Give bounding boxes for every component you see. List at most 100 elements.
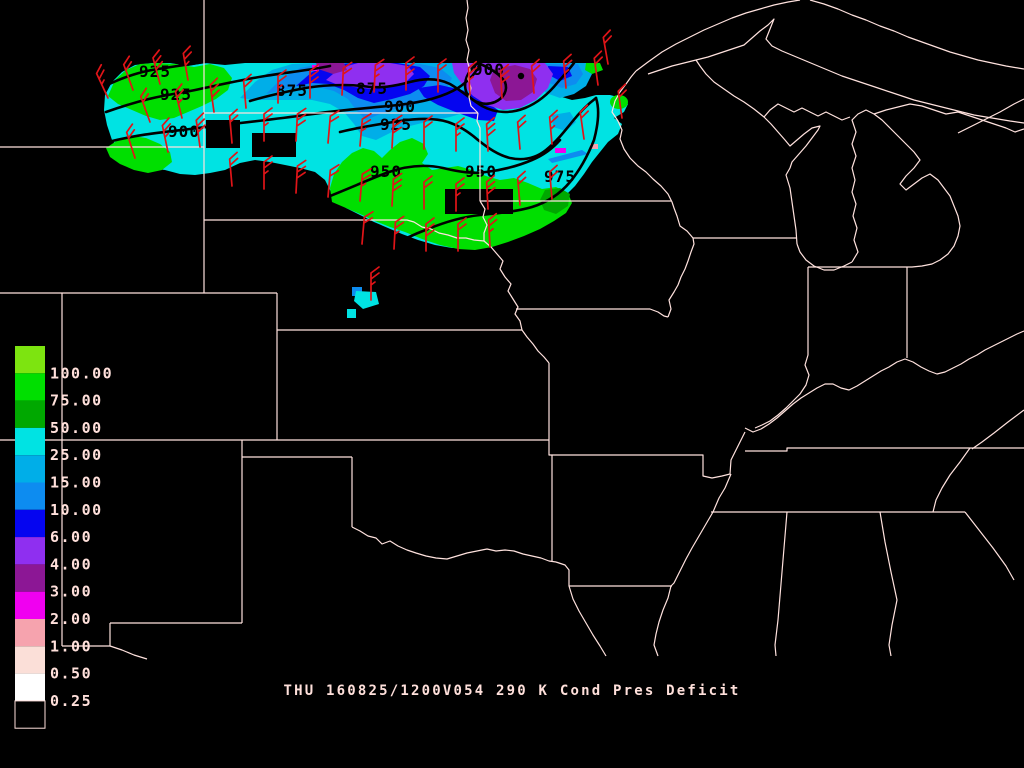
wind-barb — [455, 177, 465, 212]
wind-barb — [182, 45, 193, 81]
wind-barb — [370, 266, 380, 301]
wind-barb-glyph — [228, 151, 239, 187]
legend-swatch — [15, 482, 45, 510]
wind-barb-glyph — [277, 69, 287, 104]
wind-barb — [423, 115, 433, 150]
legend-swatch — [15, 591, 45, 619]
wind-barb-glyph — [548, 164, 559, 200]
wind-barb-glyph — [405, 56, 415, 91]
wind-barb-glyph — [370, 266, 380, 301]
wind-barb-glyph — [562, 53, 573, 89]
legend-swatch — [15, 673, 45, 701]
wind-barb — [309, 64, 319, 99]
contour-label: 975 — [544, 167, 576, 186]
legend-swatch — [15, 537, 45, 565]
wind-barb — [485, 174, 496, 210]
wind-barb-glyph — [122, 55, 134, 91]
wind-barb — [359, 112, 372, 147]
legend-label: 75.00 — [50, 392, 103, 410]
wind-barb — [548, 109, 559, 145]
legend-label: 6.00 — [50, 528, 92, 546]
wind-barb-glyph — [182, 45, 193, 81]
wind-barb — [295, 107, 307, 142]
legend-label: 0.25 — [50, 692, 92, 710]
legend-label: 4.00 — [50, 555, 92, 573]
legend-swatch — [14, 700, 46, 729]
legend-swatch — [15, 646, 45, 674]
contour-label: 875 — [276, 81, 308, 100]
wind-barb-glyph — [455, 177, 465, 212]
wind-barb — [516, 114, 527, 150]
wind-barb-glyph — [295, 159, 307, 194]
wind-barb — [455, 117, 465, 152]
wind-barb-glyph — [359, 167, 372, 202]
wind-barb — [139, 87, 151, 123]
wind-barb-glyph — [309, 64, 319, 99]
wind-barb-glyph — [516, 170, 527, 206]
wind-barb-glyph — [125, 123, 136, 159]
wind-barb — [95, 63, 109, 99]
legend-label: 25.00 — [50, 446, 103, 464]
wind-barb-glyph — [195, 112, 206, 148]
wind-barb-glyph — [228, 108, 239, 144]
contour-label: 900 — [473, 60, 505, 79]
legend-label: 3.00 — [50, 583, 92, 601]
wind-barb-glyph — [455, 117, 465, 152]
wind-barb — [277, 69, 287, 104]
wind-barb-glyph — [209, 77, 220, 113]
wind-barb — [228, 151, 239, 187]
wind-barb-glyph — [295, 107, 307, 142]
wind-barb-glyph — [327, 163, 340, 198]
wind-barb — [152, 49, 164, 85]
wind-barb-glyph — [95, 63, 109, 99]
wind-barb — [487, 212, 498, 248]
wind-barb — [391, 114, 403, 149]
wind-barb-glyph — [423, 115, 433, 150]
wind-barb-glyph — [499, 63, 510, 99]
wind-barb — [391, 172, 403, 207]
wind-barb-glyph — [359, 112, 372, 147]
wind-barb-glyph — [341, 61, 353, 96]
legend-swatch — [15, 427, 45, 456]
wind-barb — [425, 217, 435, 252]
wind-barb-glyph — [593, 50, 604, 86]
wind-barb — [161, 117, 172, 153]
wind-barb-glyph — [425, 217, 435, 252]
wind-barb-glyph — [485, 174, 496, 210]
legend-label: 10.00 — [50, 501, 103, 519]
legend-swatch — [15, 373, 45, 401]
wind-barb — [263, 155, 273, 190]
wind-barb-glyph — [263, 107, 273, 142]
wind-barb-glyph — [423, 175, 433, 210]
wind-barb — [327, 163, 340, 198]
wind-barb — [195, 112, 206, 148]
wind-barb — [516, 170, 527, 206]
wind-barb-glyph — [393, 215, 405, 250]
contour-label: 925 — [139, 62, 171, 81]
wind-barb-glyph — [139, 87, 151, 123]
wind-barb-glyph — [437, 58, 447, 93]
wind-barb — [327, 109, 340, 144]
wind-barb-glyph — [617, 83, 628, 119]
wind-barb-glyph — [602, 29, 613, 65]
wind-barb-glyph — [467, 60, 478, 96]
legend-swatch — [15, 455, 45, 483]
wind-barb-glyph — [391, 172, 403, 207]
wind-barb — [228, 108, 239, 144]
wind-barb — [423, 175, 433, 210]
wind-barb-glyph — [242, 73, 253, 109]
contour-label: 900 — [168, 122, 200, 141]
wind-barb — [485, 116, 496, 152]
wind-barb — [562, 53, 573, 89]
legend-labels: 100.00 75.00 50.00 25.00 15.00 10.00 6.00 4.00 3… — [50, 364, 112, 710]
wind-barb-glyph — [391, 114, 403, 149]
wind-barb — [209, 77, 220, 113]
wind-barb-glyph — [457, 217, 467, 252]
wind-barb — [602, 29, 613, 65]
legend-label: 15.00 — [50, 474, 103, 492]
filled-contour-regions — [104, 63, 628, 318]
contour-label: 900 — [384, 97, 416, 116]
